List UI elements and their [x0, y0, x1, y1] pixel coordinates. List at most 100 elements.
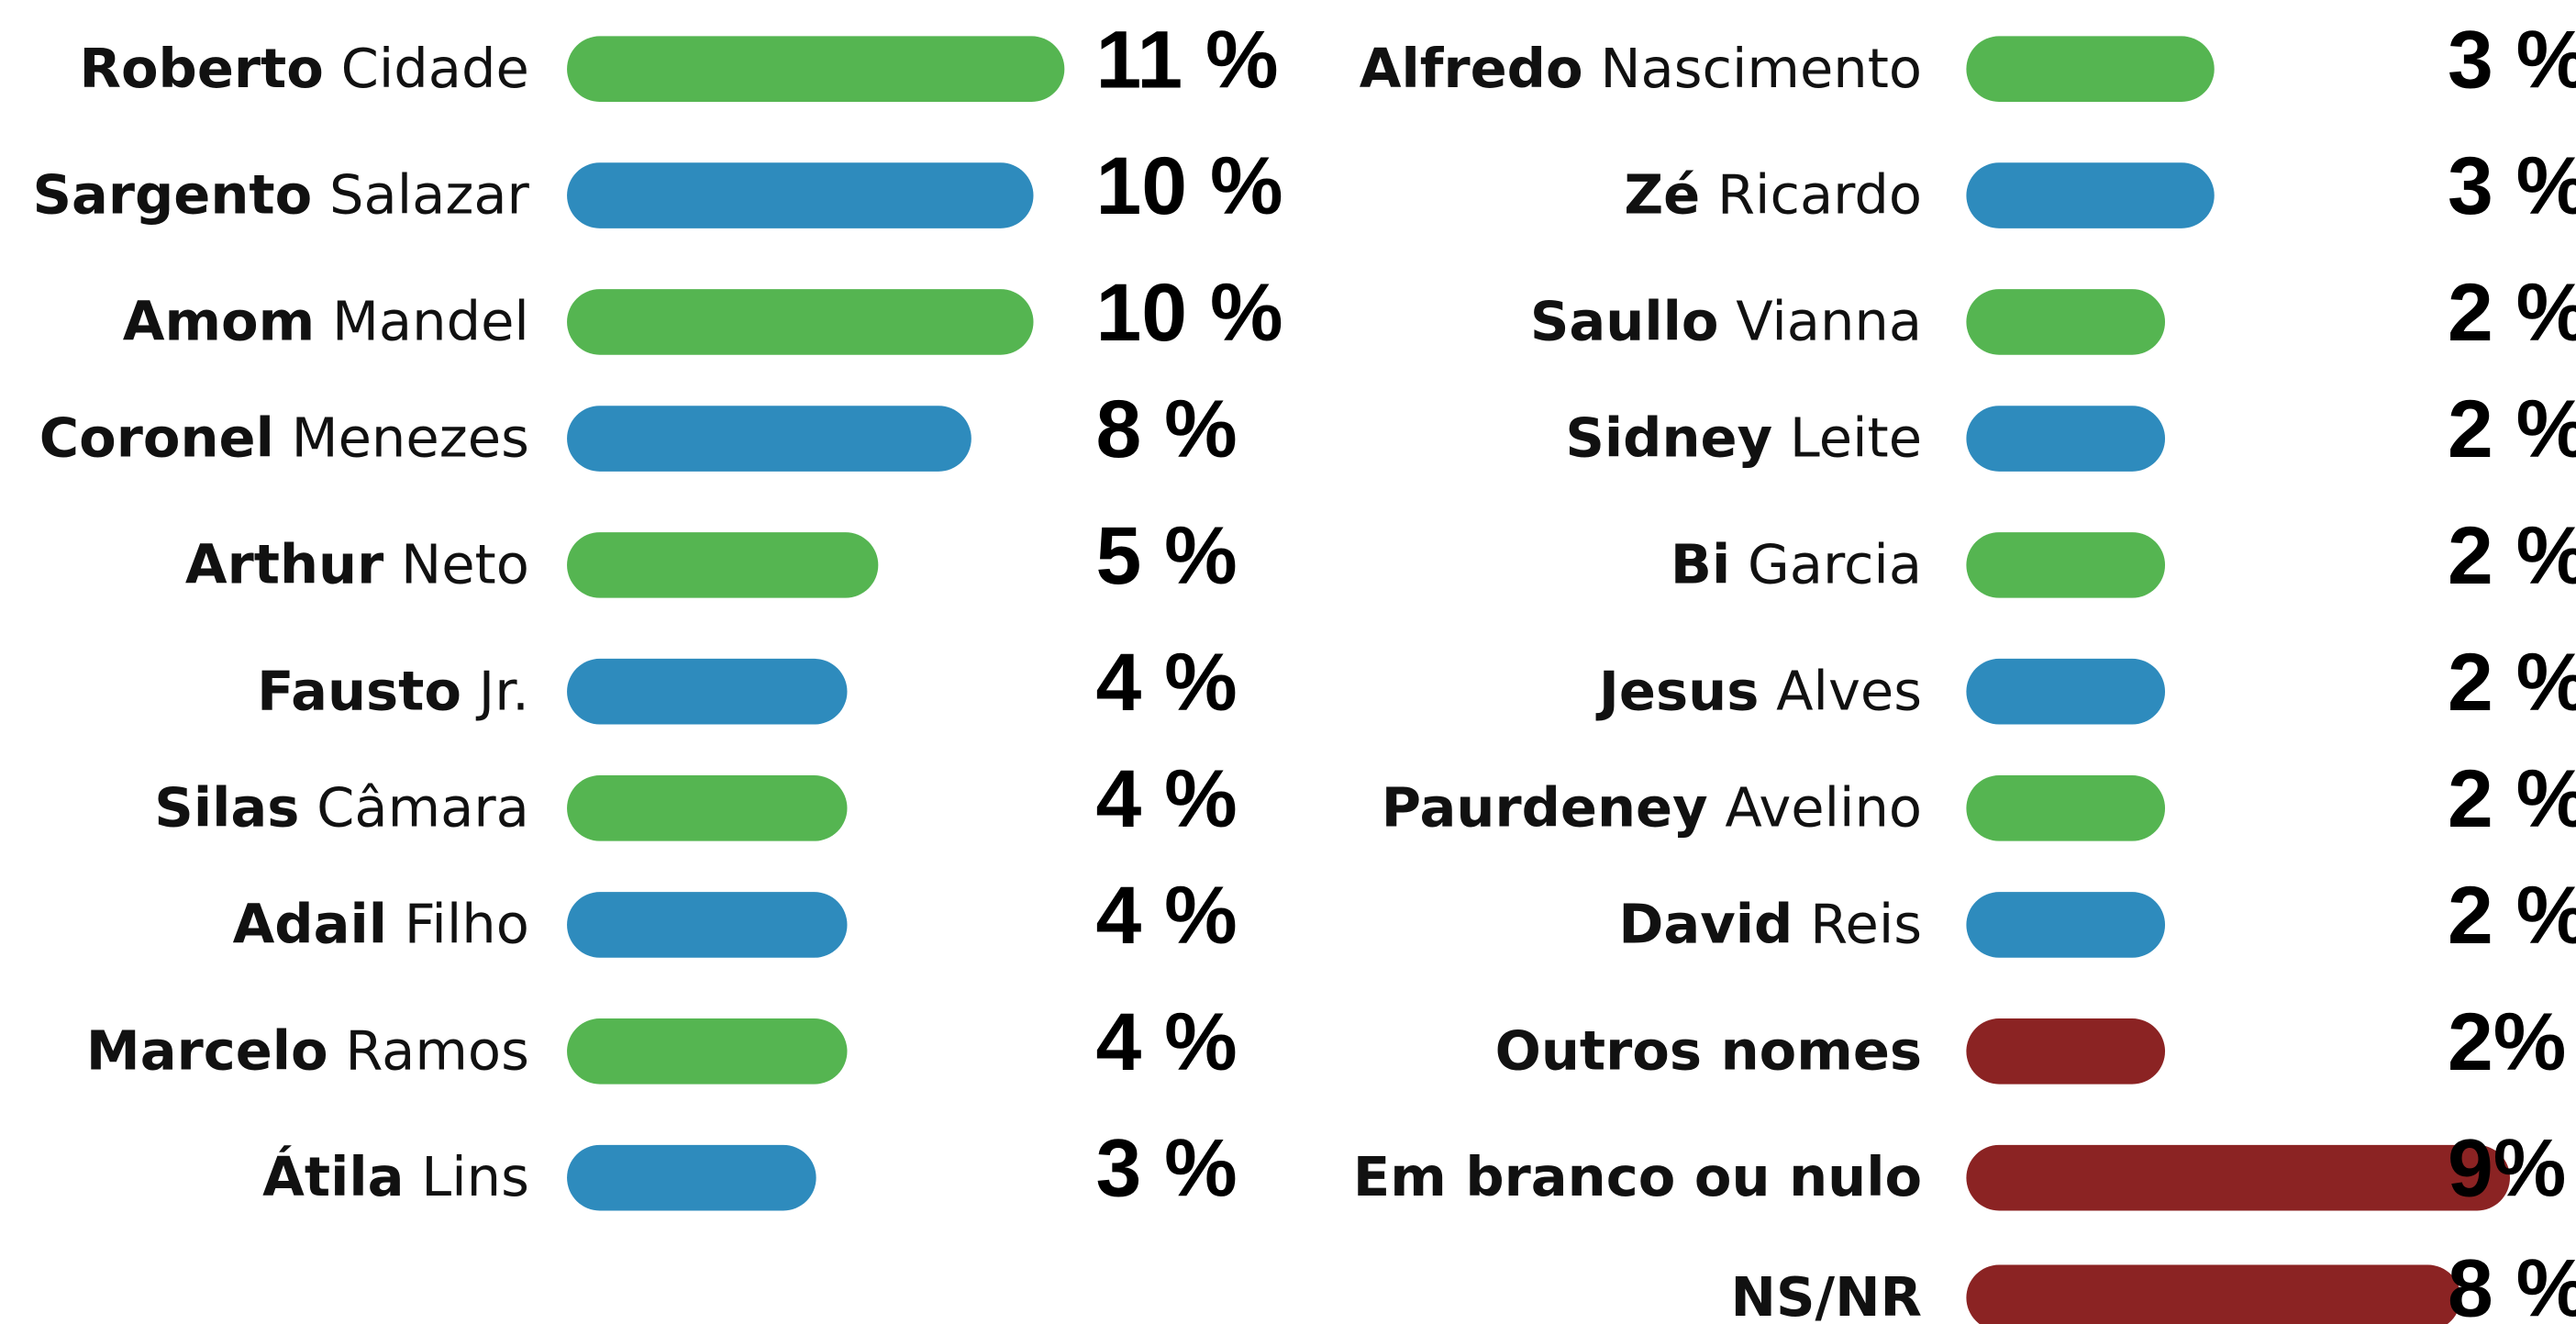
name-regular: Vianna — [1736, 290, 1922, 353]
bar — [567, 775, 848, 841]
value-label: 8 % — [2448, 1241, 2576, 1324]
value-label: 2 % — [2448, 266, 2576, 358]
category-label: Alfredo Nascimento — [1360, 37, 1922, 100]
value-label: 4 % — [1096, 752, 1238, 844]
name-bold: Marcelo — [86, 1018, 328, 1082]
value-label: 10 % — [1096, 139, 1283, 231]
bar — [567, 406, 972, 472]
value-label: 8 % — [1096, 383, 1238, 474]
value-label: 2 % — [2448, 636, 2576, 728]
name-regular: Garcia — [1748, 533, 1922, 596]
value-label: 4 % — [1096, 996, 1238, 1087]
category-label: Adail Filho — [233, 893, 529, 956]
value-label: 3 % — [2448, 13, 2576, 105]
value-label: 2% — [2448, 996, 2566, 1087]
name-regular: Ramos — [345, 1018, 528, 1082]
bar — [1966, 1144, 2510, 1211]
category-label: Roberto Cidade — [79, 37, 528, 100]
bar-chart: Alfredo Nascimento 3 % Zé Ricardo 3 % Saullo… — [1353, 13, 2576, 1324]
bar — [567, 892, 848, 958]
category-label: Fausto Jr. — [257, 659, 529, 722]
name-bold: Zé — [1624, 163, 1700, 227]
name-regular: Avelino — [1725, 776, 1922, 840]
name-regular: Cidade — [341, 37, 529, 100]
category-label: NS/NR — [1731, 1265, 1923, 1324]
bar — [1966, 36, 2215, 102]
value-label: 11 % — [1096, 13, 1279, 105]
bar — [567, 658, 848, 725]
category-label: Coronel Menezes — [39, 406, 529, 470]
bar — [1966, 532, 2166, 598]
name-regular: Salazar — [329, 163, 530, 227]
category-label: Em branco ou nulo — [1353, 1145, 1922, 1208]
name-bold: Átila — [262, 1145, 404, 1208]
name-bold: Outros nomes — [1495, 1018, 1922, 1082]
name-regular: Ricardo — [1717, 163, 1922, 227]
bar — [1966, 775, 2166, 841]
name-bold: Silas — [154, 776, 299, 840]
name-regular: Reis — [1810, 893, 1922, 956]
category-label: Outros nomes — [1495, 1018, 1922, 1082]
category-label: Zé Ricardo — [1624, 163, 1922, 227]
name-bold: Alfredo — [1360, 37, 1583, 100]
bar-chart: Roberto Cidade 11 % Sargento Salazar 10 % Am… — [32, 13, 1282, 1213]
value-label: 5 % — [1096, 509, 1238, 601]
name-regular: Filho — [405, 893, 529, 956]
name-bold: Em branco ou nulo — [1353, 1145, 1922, 1208]
name-regular: Neto — [401, 533, 529, 596]
category-label: Silas Câmara — [154, 776, 529, 840]
category-label: Marcelo Ramos — [86, 1018, 529, 1082]
value-label: 2 % — [2448, 509, 2576, 601]
value-label: 4 % — [1096, 636, 1238, 728]
name-bold: Arthur — [185, 533, 383, 596]
value-label: 2 % — [2448, 752, 2576, 844]
category-label: Saullo Vianna — [1530, 290, 1922, 353]
value-label: 3 % — [2448, 139, 2576, 231]
name-regular: Mandel — [332, 290, 529, 353]
name-bold: Amom — [123, 290, 315, 353]
name-regular: Menezes — [292, 406, 529, 470]
name-bold: Sidney — [1565, 406, 1772, 470]
bar — [1966, 1018, 2166, 1085]
name-bold: Adail — [233, 893, 387, 956]
name-regular: Câmara — [316, 776, 529, 840]
bar — [1966, 1264, 2461, 1324]
category-label: Paurdeney Avelino — [1382, 776, 1922, 840]
name-regular: Jr. — [475, 659, 529, 722]
bar — [567, 162, 1034, 228]
category-label: Sargento Salazar — [32, 163, 529, 227]
name-regular: Nascimento — [1600, 37, 1922, 100]
category-label: Jesus Alves — [1595, 659, 1922, 722]
name-bold: Jesus — [1595, 659, 1759, 722]
bar — [1966, 289, 2166, 355]
bar — [567, 36, 1065, 102]
value-label: 9% — [2448, 1122, 2566, 1214]
value-label: 3 % — [1096, 1122, 1238, 1214]
category-label: Arthur Neto — [185, 533, 529, 596]
category-label: Bi Garcia — [1671, 533, 1922, 596]
category-label: Átila Lins — [262, 1145, 529, 1208]
bar — [1966, 162, 2215, 228]
bar — [567, 289, 1034, 355]
bar — [567, 1144, 816, 1211]
category-label: Sidney Leite — [1565, 406, 1922, 470]
value-label: 2 % — [2448, 869, 2576, 961]
value-label: 10 % — [1096, 266, 1283, 358]
name-bold: Paurdeney — [1382, 776, 1708, 840]
bar — [1966, 406, 2166, 472]
name-regular: Alves — [1776, 659, 1922, 722]
name-bold: David — [1618, 893, 1793, 956]
name-bold: NS/NR — [1731, 1265, 1923, 1324]
name-bold: Coronel — [39, 406, 274, 470]
category-label: David Reis — [1618, 893, 1922, 956]
name-bold: Roberto — [79, 37, 323, 100]
name-regular: Leite — [1790, 406, 1922, 470]
name-bold: Bi — [1671, 533, 1730, 596]
name-bold: Sargento — [32, 163, 312, 227]
category-label: Amom Mandel — [123, 290, 529, 353]
bar — [567, 532, 879, 598]
value-label: 4 % — [1096, 869, 1238, 961]
name-bold: Fausto — [257, 659, 461, 722]
bar — [1966, 658, 2166, 725]
